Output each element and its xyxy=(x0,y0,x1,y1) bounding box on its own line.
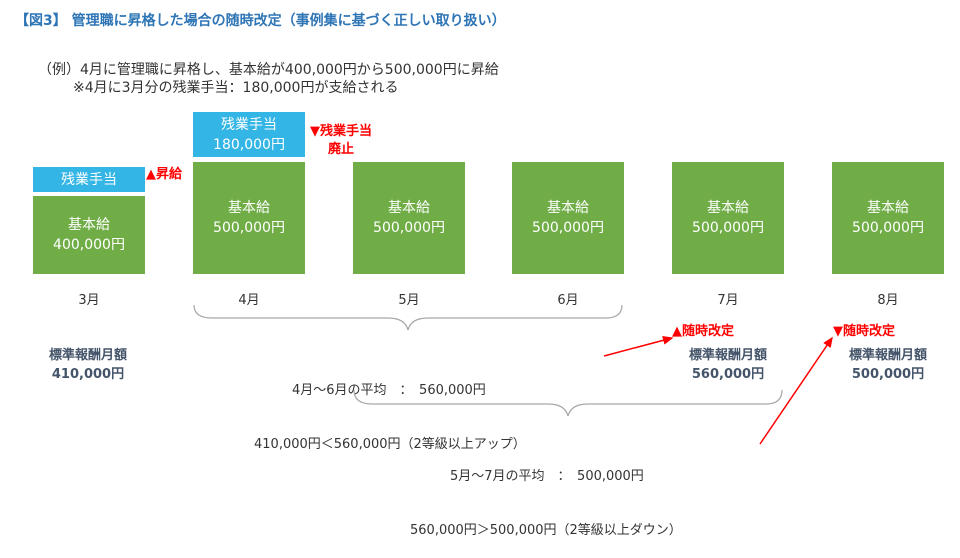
revision-up-annotation: ▲随時改定 xyxy=(672,324,734,339)
example-description: （例）4月に管理職に昇格し、基本給が400,000円から500,000円に昇給 … xyxy=(38,61,499,97)
revision-down-annotation: ▼随時改定 xyxy=(833,324,895,339)
overtime-value: 180,000円 xyxy=(213,136,285,153)
average-apr-jun: 4月～6月の平均 ： 560,000円 410,000円＜560,000円（2等… xyxy=(254,346,526,472)
connectors-overlay xyxy=(193,304,833,445)
standard-remuneration-label: 標準報酬月額 xyxy=(848,348,927,363)
base-label: 基本給 xyxy=(547,200,589,216)
base-label: 基本給 xyxy=(228,200,270,216)
base-salary-bar-mar: 基本給 400,000円 xyxy=(33,196,145,274)
month-label-may: 5月 xyxy=(398,293,420,308)
base-salary-bar-jul: 基本給 500,000円 xyxy=(672,162,784,274)
brace-may-jul xyxy=(353,389,783,417)
overtime-abolished-line-1: ▼残業手当 xyxy=(310,124,372,139)
base-value: 500,000円 xyxy=(532,220,604,236)
base-label: 基本給 xyxy=(68,217,110,233)
overtime-abolished-annotation: ▼残業手当 廃止 xyxy=(310,123,372,159)
base-value: 500,000円 xyxy=(213,220,285,236)
overtime-label: 残業手当 xyxy=(61,171,117,188)
standard-remuneration-jul: 標準報酬月額 560,000円 xyxy=(678,346,778,384)
base-salary-bar-aug: 基本給 500,000円 xyxy=(832,162,944,274)
brace-apr-jun xyxy=(193,304,623,331)
figure-title: 【図3】 管理職に昇格した場合の随時改定（事例集に基づく正しい取り扱い） xyxy=(15,13,506,29)
overtime-bar-apr: 残業手当 180,000円 xyxy=(193,112,305,157)
base-value: 500,000円 xyxy=(852,220,924,236)
example-line-2: ※4月に3月分の残業手当：180,000円が支給される xyxy=(73,80,399,96)
arrow-to-revision-down xyxy=(759,336,833,445)
standard-remuneration-label: 標準報酬月額 xyxy=(688,348,767,363)
average-apr-jun-line-1: 4月～6月の平均 ： 560,000円 xyxy=(292,383,486,398)
base-label: 基本給 xyxy=(867,200,909,216)
standard-remuneration-label: 標準報酬月額 xyxy=(48,348,127,363)
month-label-mar: 3月 xyxy=(78,293,100,308)
arrow-to-revision-up xyxy=(603,335,674,357)
base-label: 基本給 xyxy=(388,200,430,216)
standard-remuneration-mar: 標準報酬月額 410,000円 xyxy=(38,346,138,384)
example-line-1: （例）4月に管理職に昇格し、基本給が400,000円から500,000円に昇給 xyxy=(38,62,499,78)
average-may-jul-line-2: 560,000円＞500,000円（2等級以上ダウン） xyxy=(410,523,682,538)
overtime-abolished-line-2: 廃止 xyxy=(327,142,354,157)
raise-annotation: ▲昇給 xyxy=(146,167,182,182)
overtime-bar-mar: 残業手当 xyxy=(33,167,145,192)
base-salary-bar-jun: 基本給 500,000円 xyxy=(512,162,624,274)
month-label-jun: 6月 xyxy=(557,293,579,308)
month-label-jul: 7月 xyxy=(717,293,739,308)
overtime-label: 残業手当 xyxy=(221,116,277,133)
standard-remuneration-value: 410,000円 xyxy=(51,367,125,382)
base-salary-bar-apr: 基本給 500,000円 xyxy=(193,162,305,274)
base-label: 基本給 xyxy=(707,200,749,216)
month-label-aug: 8月 xyxy=(877,293,899,308)
base-value: 500,000円 xyxy=(692,220,764,236)
standard-remuneration-value: 500,000円 xyxy=(851,367,925,382)
standard-remuneration-value: 560,000円 xyxy=(691,367,765,382)
average-apr-jun-line-2: 410,000円＜560,000円（2等級以上アップ） xyxy=(254,437,526,452)
base-value: 500,000円 xyxy=(373,220,445,236)
standard-remuneration-aug: 標準報酬月額 500,000円 xyxy=(838,346,938,384)
base-value: 400,000円 xyxy=(53,237,125,253)
month-label-apr: 4月 xyxy=(238,293,260,308)
base-salary-bar-may: 基本給 500,000円 xyxy=(353,162,465,274)
